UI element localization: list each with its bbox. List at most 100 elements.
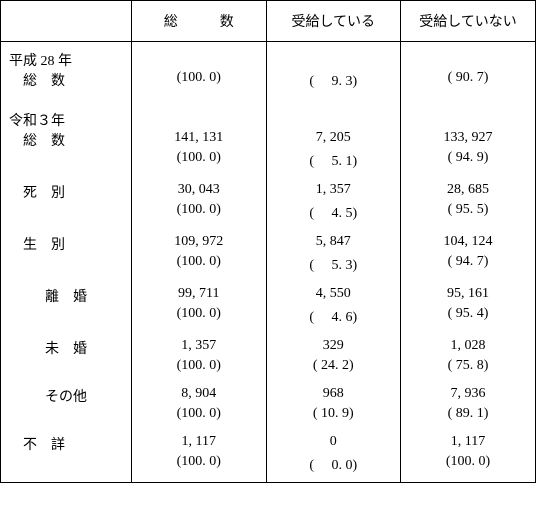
cell-total: 1, 117 [132,434,267,454]
cell-not-receiving: 28, 685 [401,182,536,202]
cell-total: 30, 043 [132,182,267,202]
cell-receiving: ( 4. 6) [266,306,401,326]
cell-not-receiving [401,102,536,130]
cell-total: 99, 711 [132,286,267,306]
table-row: (100. 0)( 10. 9)( 89. 1) [1,406,535,422]
row-label: その他 [1,386,132,406]
table-container: 総 数 受給している 受給していない 平成 28 年総 数(100. 0)( 9… [0,0,536,483]
cell-receiving [266,102,401,130]
cell-receiving: 0 [266,434,401,454]
table-row [1,422,535,434]
table-row [1,274,535,286]
cell-receiving: 5, 847 [266,234,401,254]
cell-total: (100. 0) [132,358,267,374]
table-row [1,170,535,182]
table-row [1,326,535,338]
row-label [1,454,132,482]
row-label [1,406,132,422]
cell-not-receiving: 95, 161 [401,286,536,306]
row-label: 総 数 [1,70,132,90]
cell-not-receiving: (100. 0) [401,454,536,482]
cell-receiving: 4, 550 [266,286,401,306]
table-row [1,374,535,386]
row-label [1,306,132,326]
cell-total [132,102,267,130]
cell-total: (100. 0) [132,70,267,90]
cell-total: 141, 131 [132,130,267,150]
data-table: 総 数 受給している 受給していない 平成 28 年総 数(100. 0)( 9… [1,1,535,482]
cell-not-receiving: ( 95. 5) [401,202,536,222]
row-label: 総 数 [1,130,132,150]
cell-receiving: ( 5. 3) [266,254,401,274]
cell-not-receiving [401,42,536,71]
cell-not-receiving: ( 89. 1) [401,406,536,422]
row-label: 平成 28 年 [1,42,132,71]
cell-total: (100. 0) [132,150,267,170]
cell-receiving: ( 5. 1) [266,150,401,170]
cell-not-receiving: 104, 124 [401,234,536,254]
cell-receiving: ( 24. 2) [266,358,401,374]
table-row: その他8, 9049687, 936 [1,386,535,406]
cell-not-receiving: 7, 936 [401,386,536,406]
cell-not-receiving: ( 94. 7) [401,254,536,274]
cell-total: 1, 357 [132,338,267,358]
header-total: 総 数 [132,1,267,42]
cell-not-receiving: ( 95. 4) [401,306,536,326]
row-label [1,358,132,374]
table-row: (100. 0)( 4. 6)( 95. 4) [1,306,535,326]
table-row: 総 数(100. 0)( 9. 3)( 90. 7) [1,70,535,90]
table-row: 未 婚1, 3573291, 028 [1,338,535,358]
cell-not-receiving: 1, 028 [401,338,536,358]
cell-total [132,42,267,71]
table-row: 死 別30, 0431, 35728, 685 [1,182,535,202]
row-label [1,150,132,170]
cell-receiving: 1, 357 [266,182,401,202]
row-label: 未 婚 [1,338,132,358]
cell-total: (100. 0) [132,454,267,482]
table-row: (100. 0)( 5. 3)( 94. 7) [1,254,535,274]
cell-total: (100. 0) [132,406,267,422]
table-row [1,90,535,102]
table-row: 総 数141, 1317, 205133, 927 [1,130,535,150]
table-row [1,222,535,234]
row-label [1,202,132,222]
header-not-receiving: 受給していない [401,1,536,42]
cell-total: (100. 0) [132,254,267,274]
table-row: 平成 28 年 [1,42,535,71]
table-row: (100. 0)( 5. 1)( 94. 9) [1,150,535,170]
cell-receiving: ( 4. 5) [266,202,401,222]
row-label: 離 婚 [1,286,132,306]
cell-receiving: ( 0. 0) [266,454,401,482]
cell-receiving [266,42,401,71]
header-receiving: 受給している [266,1,401,42]
table-body: 平成 28 年総 数(100. 0)( 9. 3)( 90. 7)令和３年総 数… [1,42,535,483]
table-row: 離 婚99, 7114, 55095, 161 [1,286,535,306]
row-label: 生 別 [1,234,132,254]
cell-receiving: ( 10. 9) [266,406,401,422]
cell-total: (100. 0) [132,202,267,222]
row-label: 不 詳 [1,434,132,454]
header-blank [1,1,132,42]
cell-receiving: 7, 205 [266,130,401,150]
table-row: 不 詳1, 11701, 117 [1,434,535,454]
table-row: (100. 0)( 0. 0)(100. 0) [1,454,535,482]
cell-total: 109, 972 [132,234,267,254]
table-row: 令和３年 [1,102,535,130]
cell-receiving: 329 [266,338,401,358]
table-row: (100. 0)( 4. 5)( 95. 5) [1,202,535,222]
row-label [1,254,132,274]
cell-not-receiving: 1, 117 [401,434,536,454]
cell-not-receiving: ( 75. 8) [401,358,536,374]
cell-not-receiving: 133, 927 [401,130,536,150]
header-row: 総 数 受給している 受給していない [1,1,535,42]
cell-total: (100. 0) [132,306,267,326]
cell-not-receiving: ( 90. 7) [401,70,536,90]
table-row: 生 別109, 9725, 847104, 124 [1,234,535,254]
cell-not-receiving: ( 94. 9) [401,150,536,170]
cell-receiving: 968 [266,386,401,406]
cell-total: 8, 904 [132,386,267,406]
cell-receiving: ( 9. 3) [266,70,401,90]
table-row: (100. 0)( 24. 2)( 75. 8) [1,358,535,374]
row-label: 令和３年 [1,102,132,130]
row-label: 死 別 [1,182,132,202]
